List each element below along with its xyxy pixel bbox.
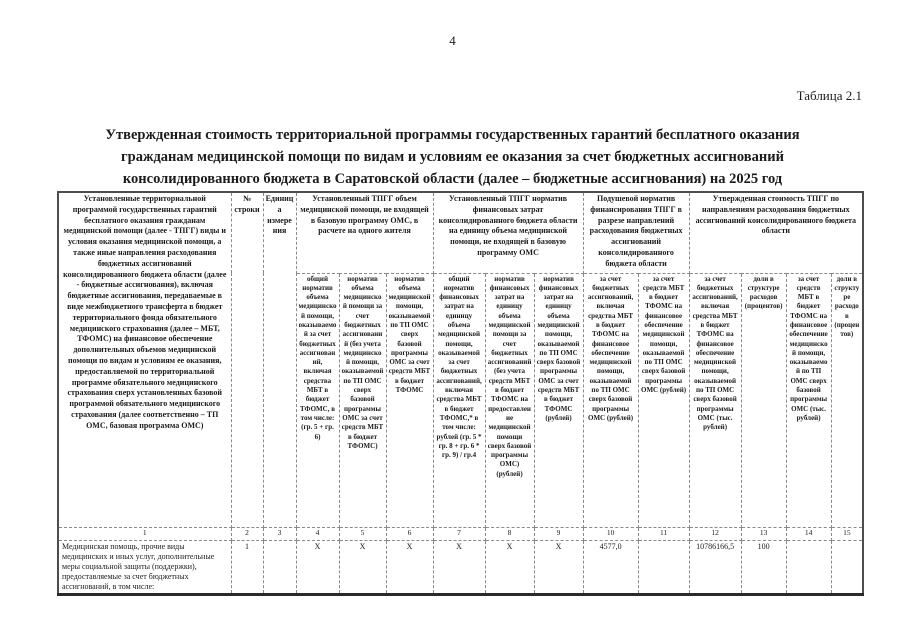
row-line-number: 1 (230, 539, 264, 595)
table-header-sub-row: общий норматив объема медицинской помощи… (58, 272, 864, 528)
row-value-col11 (637, 539, 690, 595)
tpgg-cost-table: Установленные территориальной программой… (57, 191, 865, 596)
row-value-col13: 100 (740, 539, 787, 595)
colnum-6: 6 (385, 526, 434, 541)
group-header-approved-cost: Утвержденная стоимость ТПГГ по направлен… (688, 191, 864, 274)
colnum-1: 1 (57, 526, 232, 541)
colnum-9: 9 (533, 526, 584, 541)
subheader-col12: за счет бюджетных ассигнований, включая … (688, 272, 742, 528)
subheader-col15: доли в структуре расходов (процентов) (830, 272, 864, 528)
row-value-col14 (785, 539, 832, 595)
colnum-14: 14 (785, 526, 832, 541)
table-caption-label: Таблица 2.1 (796, 88, 862, 103)
colnum-10: 10 (582, 526, 639, 541)
document-title: Утвержденная стоимость территориальной п… (45, 125, 860, 190)
subheader-col9: норматив финансовых затрат на единицу об… (533, 272, 584, 528)
subheader-col13: доли в структуре расходов (процентов) (740, 272, 787, 528)
subheader-col14: за счет средств МБТ в бюджет ТФОМС на фи… (785, 272, 832, 528)
header-description-column: Установленные территориальной программой… (57, 191, 232, 528)
colnum-12: 12 (688, 526, 742, 541)
row-value-col6: X (385, 539, 434, 595)
colnum-5: 5 (338, 526, 387, 541)
row-unit (262, 539, 297, 595)
subheader-col6: норматив объема медицинской помощи, оказ… (385, 272, 434, 528)
row-description: Медицинская помощь, прочие виды медицинс… (57, 539, 232, 595)
row-value-col10: 4577,0 (582, 539, 639, 595)
row-value-col15 (830, 539, 864, 595)
header-unit-column: Единица измерения (262, 191, 297, 528)
table-row: Медицинская помощь, прочие виды медицинс… (57, 539, 864, 595)
subheader-col11: за счет средств МБТ в бюджет ТФОМС на фи… (637, 272, 690, 528)
subheader-col5: норматив объема медицинской помощи за сч… (338, 272, 387, 528)
row-value-col8: X (484, 539, 535, 595)
column-numbering-row: 1 2 3 4 5 6 7 8 9 10 11 12 13 14 15 (57, 526, 864, 541)
document-title-line-2: гражданам медицинской помощи по видам и … (121, 148, 784, 165)
document-title-line-1: Утвержденная стоимость территориальной п… (105, 127, 800, 143)
colnum-11: 11 (637, 526, 690, 541)
subheader-col7: общий норматив финансовых затрат на един… (432, 272, 486, 528)
colnum-15: 15 (830, 526, 864, 541)
group-header-volume: Установленный ТПГГ объем медицинской пом… (295, 191, 434, 274)
row-value-col9: X (533, 539, 584, 595)
document-title-line-3: консолидированного бюджета в Саратовской… (122, 170, 783, 187)
colnum-4: 4 (295, 526, 340, 541)
row-value-col12: 10786166,5 (688, 539, 742, 595)
subheader-col10: за счет бюджетных ассигнований, включая … (582, 272, 639, 528)
row-value-col5: X (338, 539, 387, 595)
colnum-7: 7 (432, 526, 486, 541)
group-header-per-capita-norm: Подушевой норматив финансирования ТПГГ в… (582, 191, 690, 274)
colnum-3: 3 (262, 526, 297, 541)
colnum-2: 2 (230, 526, 264, 541)
colnum-13: 13 (740, 526, 787, 541)
group-header-cost-norm: Установленный ТПГГ норматив финансовых з… (432, 191, 584, 274)
header-line-number-column: № строки (230, 191, 264, 528)
table-header-group-row: Установленные территориальной программой… (57, 191, 864, 528)
row-value-col7: X (432, 539, 486, 595)
subheader-col8: норматив финансовых затрат на единицу об… (484, 272, 535, 528)
colnum-8: 8 (484, 526, 535, 541)
row-value-col4: X (295, 539, 340, 595)
page-number: 4 (449, 33, 456, 48)
subheader-col4: общий норматив объема медицинской помощи… (295, 272, 340, 528)
